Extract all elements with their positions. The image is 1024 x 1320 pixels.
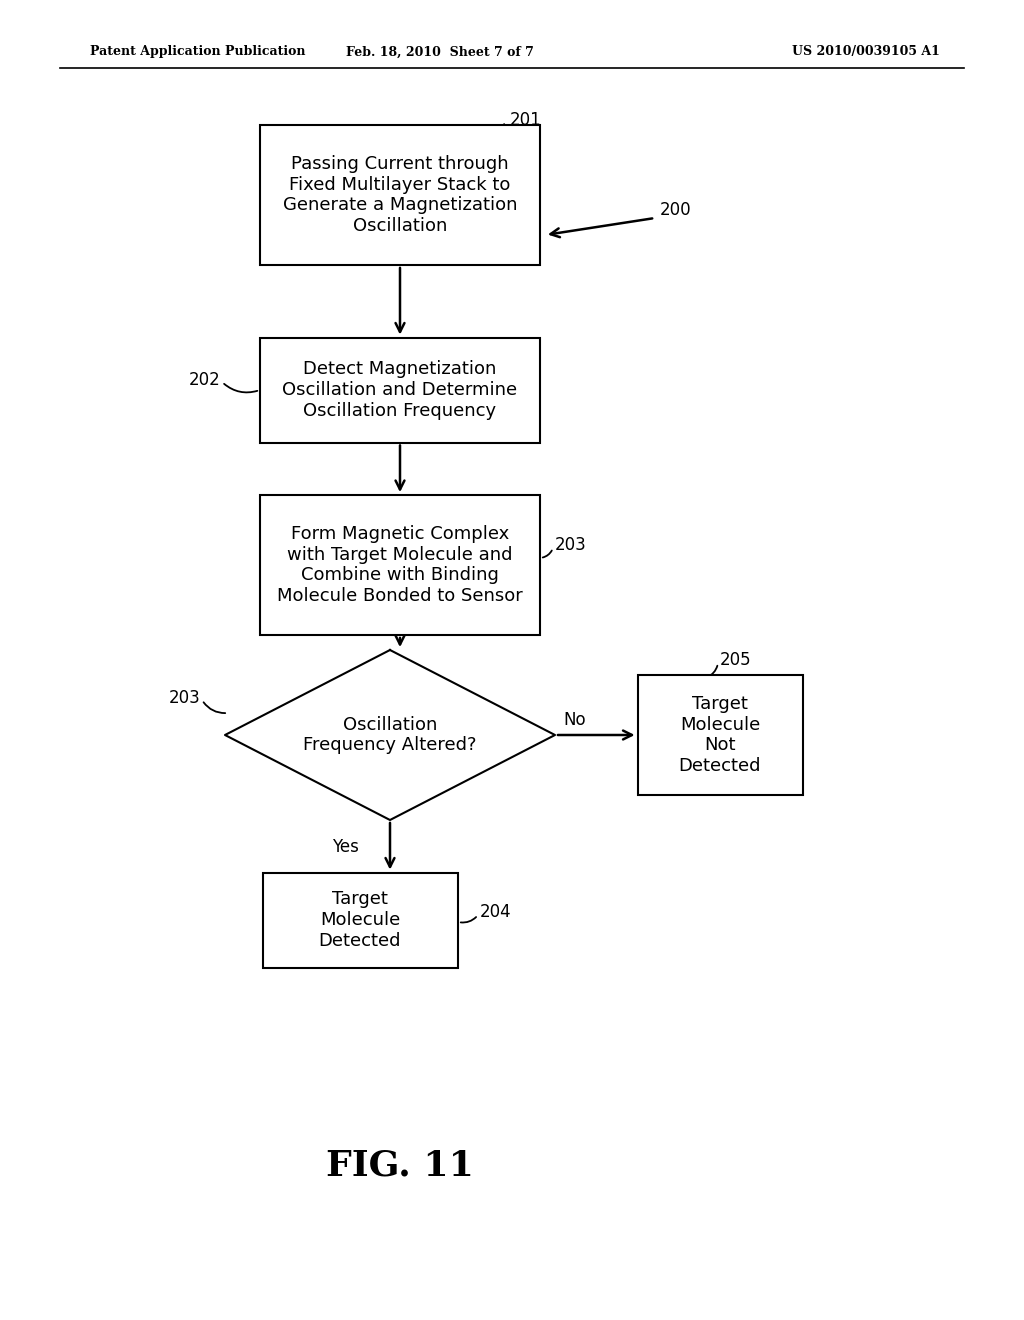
Text: No: No <box>563 711 586 729</box>
Text: 205: 205 <box>720 651 752 669</box>
Text: 200: 200 <box>660 201 691 219</box>
Text: Patent Application Publication: Patent Application Publication <box>90 45 305 58</box>
FancyBboxPatch shape <box>260 125 540 265</box>
FancyBboxPatch shape <box>260 338 540 442</box>
Text: Yes: Yes <box>332 838 358 855</box>
FancyArrowPatch shape <box>543 550 552 557</box>
FancyBboxPatch shape <box>638 675 803 795</box>
Text: 204: 204 <box>480 903 512 921</box>
Text: Target
Molecule
Detected: Target Molecule Detected <box>318 890 401 950</box>
Text: 203: 203 <box>168 689 200 708</box>
Text: 201: 201 <box>510 111 542 129</box>
Text: Passing Current through
Fixed Multilayer Stack to
Generate a Magnetization
Oscil: Passing Current through Fixed Multilayer… <box>283 154 517 235</box>
FancyArrowPatch shape <box>708 665 718 677</box>
Text: FIG. 11: FIG. 11 <box>326 1148 474 1181</box>
Polygon shape <box>225 649 555 820</box>
Text: Target
Molecule
Not
Detected: Target Molecule Not Detected <box>679 694 761 775</box>
Text: Detect Magnetization
Oscillation and Determine
Oscillation Frequency: Detect Magnetization Oscillation and Det… <box>283 360 517 420</box>
FancyBboxPatch shape <box>262 873 458 968</box>
FancyArrowPatch shape <box>224 384 257 392</box>
FancyArrowPatch shape <box>204 702 225 713</box>
Text: US 2010/0039105 A1: US 2010/0039105 A1 <box>793 45 940 58</box>
FancyBboxPatch shape <box>260 495 540 635</box>
FancyArrowPatch shape <box>461 917 476 923</box>
Text: Oscillation
Frequency Altered?: Oscillation Frequency Altered? <box>303 715 477 755</box>
Text: 202: 202 <box>188 371 220 389</box>
Text: Feb. 18, 2010  Sheet 7 of 7: Feb. 18, 2010 Sheet 7 of 7 <box>346 45 534 58</box>
Text: 203: 203 <box>555 536 587 554</box>
Text: Form Magnetic Complex
with Target Molecule and
Combine with Binding
Molecule Bon: Form Magnetic Complex with Target Molecu… <box>278 525 523 605</box>
FancyArrowPatch shape <box>473 124 504 136</box>
